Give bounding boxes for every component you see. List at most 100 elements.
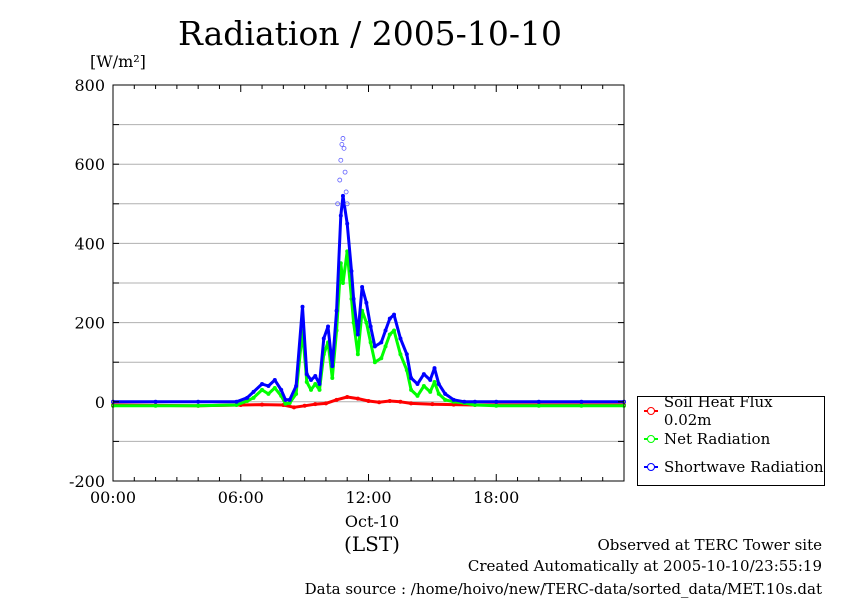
data-point-net-radiation	[372, 360, 377, 365]
data-point-shortwave-radiation	[234, 399, 239, 404]
data-point-shortwave-radiation	[309, 378, 314, 383]
data-point-net-radiation	[364, 320, 369, 325]
data-point-shortwave-radiation	[351, 296, 356, 301]
data-point-shortwave-radiation	[334, 308, 339, 313]
data-point-shortwave-radiation	[415, 381, 420, 386]
y-tick-label: 800	[74, 76, 105, 95]
data-point-net-radiation	[579, 403, 584, 408]
data-point-shortwave-radiation	[409, 376, 414, 381]
data-point-net-radiation	[379, 356, 384, 361]
data-point-shortwave-radiation	[294, 383, 299, 388]
data-point-shortwave-radiation	[260, 381, 265, 386]
legend-marker-soil-heat-flux	[644, 407, 658, 415]
peak-point-shortwave	[342, 169, 348, 175]
data-point-net-radiation	[330, 376, 335, 381]
data-point-shortwave-radiation	[379, 340, 384, 345]
data-point-shortwave-radiation	[272, 378, 277, 383]
data-point-shortwave-radiation	[251, 389, 256, 394]
peak-point-shortwave	[335, 201, 341, 207]
data-point-shortwave-radiation	[300, 304, 305, 309]
data-point-net-radiation	[355, 352, 360, 357]
data-point-shortwave-radiation	[283, 397, 288, 402]
data-point-net-radiation	[283, 401, 288, 406]
data-point-soil-heat-flux-0-02m	[377, 400, 382, 405]
data-point-shortwave-radiation	[421, 372, 426, 377]
data-point-shortwave-radiation	[313, 374, 318, 379]
data-point-net-radiation	[294, 391, 299, 396]
legend-marker-shortwave-radiation	[644, 463, 658, 471]
y-tick-label: -200	[69, 472, 105, 491]
peak-point-shortwave	[337, 177, 343, 183]
legend-item-net-radiation: Net Radiation	[644, 428, 770, 450]
data-point-net-radiation	[421, 383, 426, 388]
series-line-shortwave-radiation	[113, 194, 624, 404]
data-point-shortwave-radiation	[279, 387, 284, 392]
x-tick-label: 18:00	[473, 488, 519, 507]
data-point-shortwave-radiation	[349, 269, 354, 274]
data-point-shortwave-radiation	[392, 312, 397, 317]
data-point-shortwave-radiation	[355, 332, 360, 337]
data-point-soil-heat-flux-0-02m	[345, 395, 350, 400]
data-point-net-radiation	[409, 387, 414, 392]
y-axis-unit: [W/m²]	[90, 52, 146, 71]
data-point-net-radiation	[251, 395, 256, 400]
data-point-shortwave-radiation	[364, 300, 369, 305]
data-point-shortwave-radiation	[404, 352, 409, 357]
data-point-shortwave-radiation	[428, 378, 433, 383]
data-point-shortwave-radiation	[338, 213, 343, 218]
data-point-net-radiation	[387, 332, 392, 337]
data-point-net-radiation	[309, 387, 314, 392]
peak-point-shortwave	[338, 157, 344, 163]
data-point-shortwave-radiation	[196, 399, 201, 404]
y-tick-label: 200	[74, 314, 105, 333]
y-tick-label: 600	[74, 155, 105, 174]
legend-item-soil-heat-flux: Soil Heat Flux 0.02m	[644, 393, 824, 429]
peak-point-shortwave	[341, 145, 347, 151]
data-point-soil-heat-flux-0-02m	[398, 399, 403, 404]
data-point-shortwave-radiation	[536, 399, 541, 404]
data-point-soil-heat-flux-0-02m	[355, 396, 360, 401]
data-point-net-radiation	[340, 280, 345, 285]
data-point-net-radiation	[260, 387, 265, 392]
axis-ticks	[112, 84, 625, 482]
data-point-soil-heat-flux-0-02m	[430, 402, 435, 407]
y-tick-label: 400	[74, 234, 105, 253]
data-point-soil-heat-flux-0-02m	[302, 403, 307, 408]
series-layer	[111, 136, 627, 410]
data-point-shortwave-radiation	[372, 344, 377, 349]
data-point-shortwave-radiation	[304, 372, 309, 377]
data-point-shortwave-radiation	[340, 193, 345, 198]
footer-site-note: Observed at TERC Tower site	[597, 536, 822, 554]
data-point-net-radiation	[398, 352, 403, 357]
data-point-soil-heat-flux-0-02m	[313, 402, 318, 407]
legend-marker-net-radiation	[644, 435, 658, 443]
x-tick-label: 12:00	[345, 488, 391, 507]
data-point-shortwave-radiation	[345, 221, 350, 226]
legend-label-soil-heat-flux: Soil Heat Flux 0.02m	[663, 393, 773, 429]
y-tick-label: 0	[95, 393, 105, 412]
series-line-net-radiation	[113, 249, 624, 408]
data-point-shortwave-radiation	[321, 336, 326, 341]
data-point-shortwave-radiation	[368, 324, 373, 329]
data-point-shortwave-radiation	[287, 397, 292, 402]
data-point-net-radiation	[317, 387, 322, 392]
data-point-net-radiation	[196, 403, 201, 408]
data-point-shortwave-radiation	[387, 316, 392, 321]
data-point-net-radiation	[313, 381, 318, 386]
data-point-soil-heat-flux-0-02m	[323, 401, 328, 406]
data-point-net-radiation	[428, 389, 433, 394]
data-point-shortwave-radiation	[443, 391, 448, 396]
data-point-net-radiation	[536, 403, 541, 408]
footer-data-source: Data source : /home/hoivo/new/TERC-data/…	[304, 580, 822, 598]
data-point-shortwave-radiation	[451, 397, 456, 402]
data-point-shortwave-radiation	[398, 336, 403, 341]
peak-point-shortwave	[343, 189, 349, 195]
data-point-soil-heat-flux-0-02m	[387, 399, 392, 404]
data-point-net-radiation	[266, 391, 271, 396]
data-point-soil-heat-flux-0-02m	[260, 402, 265, 407]
chart-title: Radiation / 2005-10-10	[178, 14, 562, 53]
data-point-shortwave-radiation	[317, 381, 322, 386]
data-point-net-radiation	[368, 340, 373, 345]
data-point-shortwave-radiation	[326, 324, 331, 329]
